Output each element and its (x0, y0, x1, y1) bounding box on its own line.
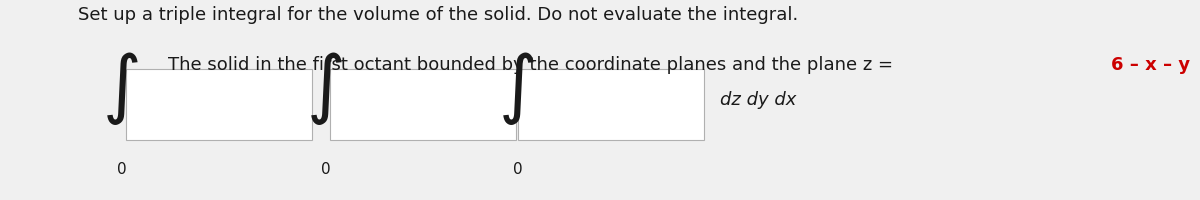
FancyBboxPatch shape (126, 70, 312, 140)
Text: $\int$: $\int$ (306, 50, 342, 126)
Text: $\int$: $\int$ (498, 50, 534, 126)
Text: dz dy dx: dz dy dx (720, 91, 797, 109)
FancyBboxPatch shape (518, 70, 704, 140)
Text: $\int$: $\int$ (102, 50, 138, 126)
Text: The solid in the first octant bounded by the coordinate planes and the plane z =: The solid in the first octant bounded by… (168, 56, 899, 74)
Text: $0$: $0$ (116, 160, 127, 176)
Text: 6 – x – y: 6 – x – y (1111, 56, 1190, 74)
Text: $0$: $0$ (320, 160, 331, 176)
Text: $0$: $0$ (512, 160, 523, 176)
FancyBboxPatch shape (330, 70, 516, 140)
Text: Set up a triple integral for the volume of the solid. Do not evaluate the integr: Set up a triple integral for the volume … (78, 6, 798, 24)
